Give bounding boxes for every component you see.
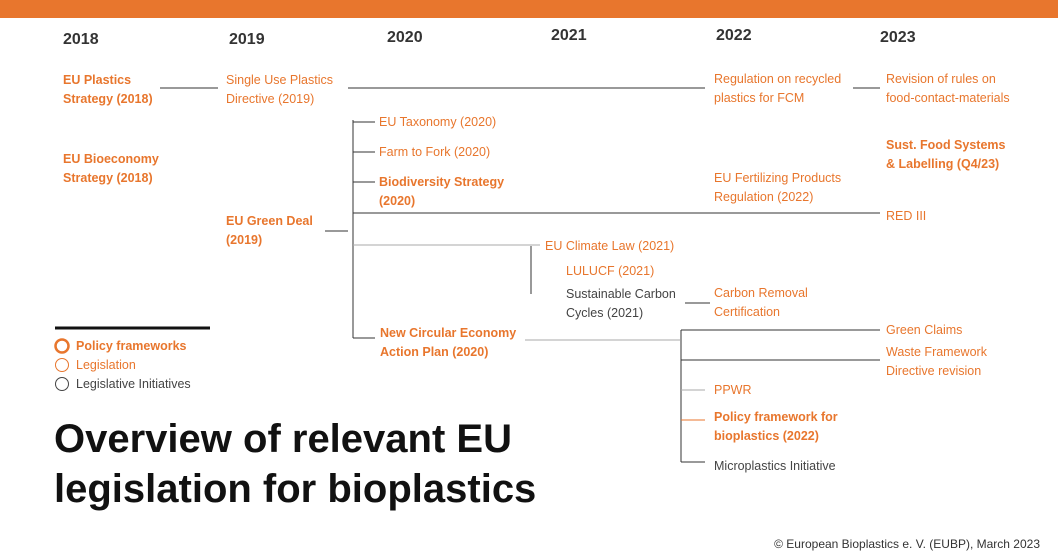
- legend-label: Legislative Initiatives: [76, 377, 191, 391]
- node-label: plastics for FCM: [714, 91, 804, 105]
- node-label: Microplastics Initiative: [714, 459, 836, 473]
- node-label: EU Taxonomy (2020): [379, 115, 496, 129]
- node-label: Action Plan (2020): [380, 345, 488, 359]
- node-label: Strategy (2018): [63, 171, 153, 185]
- node-label: Regulation on recycled: [714, 72, 841, 86]
- top-bar: [0, 0, 1058, 18]
- node-label: Green Claims: [886, 323, 962, 337]
- title: Overview of relevant EU: [54, 417, 512, 461]
- node-label: PPWR: [714, 383, 752, 397]
- legend-swatch: [55, 358, 69, 372]
- node-label: Strategy (2018): [63, 92, 153, 106]
- node-label: bioplastics (2022): [714, 429, 819, 443]
- node-label: EU Climate Law (2021): [545, 239, 674, 253]
- node-label: LULUCF (2021): [566, 264, 654, 278]
- node-label: Single Use Plastics: [226, 73, 333, 87]
- node-label: EU Plastics: [63, 73, 131, 87]
- node-label: Certification: [714, 305, 780, 319]
- legend-label: Legislation: [76, 358, 136, 372]
- year: 2020: [387, 29, 423, 46]
- node-label: Carbon Removal: [714, 286, 808, 300]
- node-label: EU Fertilizing Products: [714, 171, 841, 185]
- title: legislation for bioplastics: [54, 467, 536, 511]
- year: 2019: [229, 31, 265, 48]
- legend-swatch: [55, 377, 69, 391]
- node-label: EU Green Deal: [226, 214, 313, 228]
- node-label: (2020): [379, 194, 415, 208]
- node-label: Cycles (2021): [566, 306, 643, 320]
- legend-label: Policy frameworks: [76, 339, 187, 353]
- node-label: EU Bioeconomy: [63, 152, 159, 166]
- node-label: Directive revision: [886, 364, 981, 378]
- node-label: Sust. Food Systems: [886, 138, 1006, 152]
- node-label: (2019): [226, 233, 262, 247]
- year: 2022: [716, 27, 752, 44]
- connectors: [160, 87, 880, 463]
- year: 2021: [551, 27, 587, 44]
- footer: © European Bioplastics e. V. (EUBP), Mar…: [774, 537, 1040, 551]
- year: 2018: [63, 31, 99, 48]
- node-label: food-contact-materials: [886, 91, 1010, 105]
- node-label: Waste Framework: [886, 345, 988, 359]
- year: 2023: [880, 29, 916, 46]
- node-label: & Labelling (Q4/23): [886, 157, 999, 171]
- node-label: Regulation (2022): [714, 190, 813, 204]
- node-label: Biodiversity Strategy: [379, 175, 504, 189]
- node-label: Farm to Fork (2020): [379, 145, 490, 159]
- node-label: Policy framework for: [714, 410, 838, 424]
- legend-swatch: [54, 338, 70, 354]
- node-label: Directive (2019): [226, 92, 314, 106]
- node-label: Revision of rules on: [886, 72, 996, 86]
- node-label: Sustainable Carbon: [566, 287, 676, 301]
- node-label: RED III: [886, 209, 926, 223]
- node-label: New Circular Economy: [380, 326, 516, 340]
